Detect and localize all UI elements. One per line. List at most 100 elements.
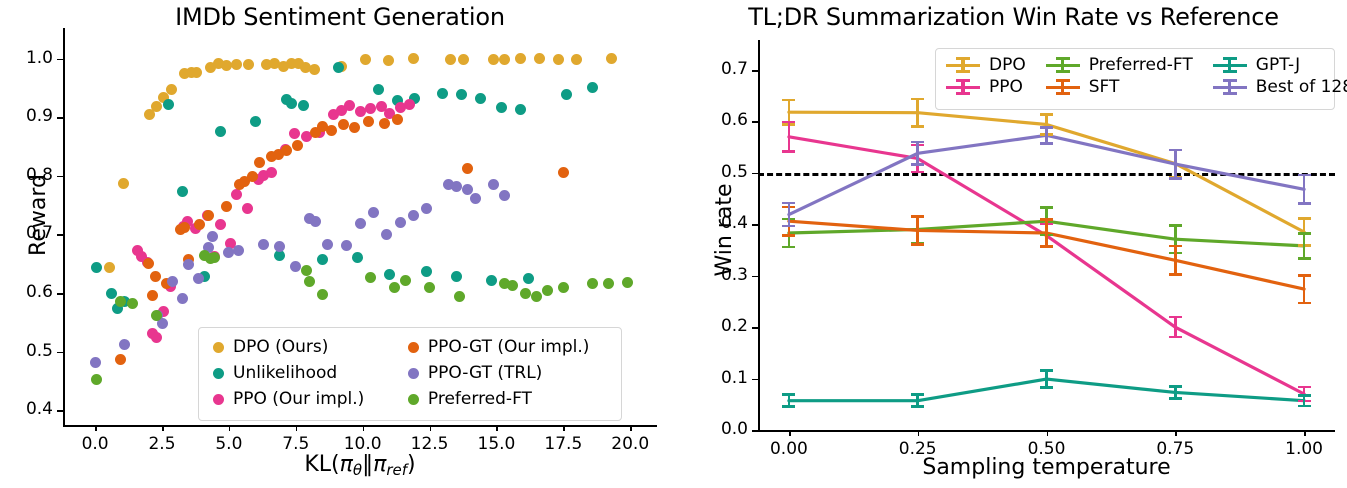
right-chart-legend[interactable]: DPO Preferred-FT GPT-J PPO SFT Best of 128 xyxy=(935,48,1347,110)
scatter-point xyxy=(557,282,569,294)
error-bar-stem xyxy=(1302,217,1306,247)
scatter-point xyxy=(326,125,338,137)
scatter-point xyxy=(349,122,361,134)
scatter-point xyxy=(622,277,634,288)
scatter-point xyxy=(354,218,366,230)
legend-entry[interactable]: PPO-GT (TRL) xyxy=(407,363,607,383)
scatter-point xyxy=(488,53,500,65)
error-bar-stem xyxy=(916,97,919,128)
legend-marker-dot xyxy=(213,341,224,353)
error-bar-cap-top xyxy=(1168,315,1182,319)
legend-marker-cap-top xyxy=(1222,57,1237,60)
right-x-tick xyxy=(788,430,791,436)
scatter-point xyxy=(310,216,322,228)
scatter-point xyxy=(179,222,191,234)
error-bar-cap-top xyxy=(1168,148,1182,152)
right-y-tick xyxy=(752,172,758,175)
error-bar-stem xyxy=(1302,173,1306,205)
left-y-tick-label: 0.9 xyxy=(25,106,53,127)
error-bar-cap-bottom xyxy=(911,163,925,166)
legend-entry[interactable]: DPO (Ours) xyxy=(213,337,382,357)
scatter-point xyxy=(193,218,205,230)
left-y-tick-label: 0.7 xyxy=(25,223,53,244)
legend-entry-label: PPO (Our impl.) xyxy=(233,389,365,409)
scatter-point xyxy=(203,241,215,253)
right-x-tick-label: 0.00 xyxy=(769,439,808,459)
legend-marker-dot xyxy=(213,367,224,379)
scatter-point xyxy=(127,297,139,309)
scatter-point xyxy=(335,104,347,116)
error-bar-stem xyxy=(916,140,919,166)
error-bar-stem xyxy=(1045,126,1048,145)
legend-entry[interactable]: SFT xyxy=(1045,77,1193,97)
legend-marker-cap-bottom xyxy=(956,92,970,95)
legend-marker-errorbar xyxy=(1212,79,1247,95)
scatter-point xyxy=(280,145,292,157)
scatter-point xyxy=(303,275,315,287)
scatter-point xyxy=(552,53,564,65)
legend-entry[interactable]: Best of 128 xyxy=(1212,77,1347,97)
legend-marker-cap-top xyxy=(1055,57,1070,60)
scatter-point xyxy=(389,281,401,293)
scatter-point xyxy=(391,94,403,106)
scatter-point xyxy=(144,108,156,120)
left-chart-legend[interactable]: DPO (Ours) PPO-GT (Our impl.) Unlikelihood… xyxy=(198,327,622,421)
left-legend-grid: DPO (Ours) PPO-GT (Our impl.) Unlikelihood… xyxy=(199,328,621,418)
scatter-point xyxy=(179,67,191,79)
error-bar-stem xyxy=(1045,369,1048,389)
right-y-tick-label: 0.2 xyxy=(720,316,748,337)
left-x-tick-label: 10.0 xyxy=(343,434,382,454)
error-bar-cap-bottom xyxy=(1168,397,1182,400)
left-x-tick-label: 17.5 xyxy=(544,434,583,454)
scatter-point xyxy=(469,193,481,205)
scatter-point xyxy=(183,253,195,265)
right-chart-title: TL;DR Summarization Win Rate vs Referenc… xyxy=(748,3,1279,31)
legend-entry[interactable]: PPO-GT (Our impl.) xyxy=(407,337,607,357)
legend-entry-label: Unlikelihood xyxy=(233,363,338,383)
scatter-point xyxy=(367,207,379,219)
xlabel-prefix: KL( xyxy=(304,452,340,477)
legend-entry[interactable]: DPO xyxy=(946,55,1026,75)
legend-entry[interactable]: PPO (Our impl.) xyxy=(213,389,382,409)
scatter-point xyxy=(90,262,102,274)
error-bar-cap-top xyxy=(1297,232,1311,235)
scatter-point xyxy=(587,82,599,94)
left-y-tick xyxy=(57,234,63,237)
legend-entry[interactable]: Unlikelihood xyxy=(213,363,382,383)
scatter-point xyxy=(437,88,449,100)
left-x-tick-label: 12.5 xyxy=(410,434,449,454)
right-y-tick xyxy=(752,430,758,432)
legend-entry[interactable]: GPT-J xyxy=(1212,55,1347,75)
scatter-point xyxy=(117,177,129,189)
right-axis-spine-left xyxy=(758,40,760,430)
legend-entry[interactable]: Preferred-FT xyxy=(407,389,607,409)
left-axis-spine-bottom xyxy=(63,425,657,427)
error-bar-cap-bottom xyxy=(1297,257,1311,260)
scatter-point xyxy=(391,114,403,125)
scatter-point xyxy=(351,252,363,264)
left-x-tick-label: 20.0 xyxy=(611,434,650,454)
scatter-point xyxy=(299,61,311,73)
legend-marker-stem xyxy=(961,57,965,73)
legend-entry[interactable]: PPO xyxy=(946,77,1026,97)
error-bar-cap-bottom xyxy=(911,125,925,128)
scatter-point xyxy=(373,84,385,96)
scatter-point xyxy=(375,101,387,113)
scatter-point xyxy=(409,93,421,105)
scatter-point xyxy=(606,53,617,65)
scatter-point xyxy=(112,302,124,314)
scatter-point xyxy=(165,83,177,95)
legend-entry[interactable]: Preferred-FT xyxy=(1045,55,1193,75)
scatter-point xyxy=(488,178,500,190)
scatter-point xyxy=(242,202,254,214)
legend-marker-cap-top xyxy=(956,79,970,82)
right-x-axis-title: Sampling temperature xyxy=(922,455,1171,480)
scatter-point xyxy=(298,99,310,111)
scatter-point xyxy=(286,98,298,110)
scatter-point xyxy=(515,53,527,65)
scatter-point xyxy=(176,185,188,197)
scatter-point xyxy=(442,179,454,191)
scatter-point xyxy=(156,318,168,330)
scatter-point xyxy=(310,127,322,139)
error-bar-cap-top xyxy=(1040,369,1053,372)
